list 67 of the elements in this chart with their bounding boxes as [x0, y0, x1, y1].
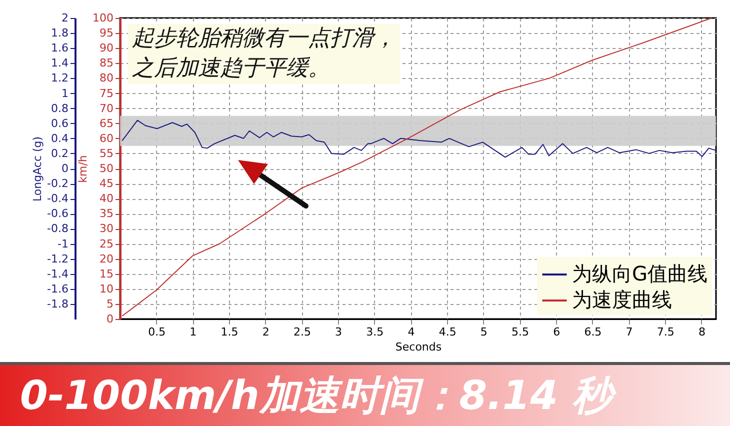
y-tick-label: 1 — [62, 86, 68, 100]
y-tick-label: 0.6 — [51, 116, 68, 130]
y-tick-label: -1 — [58, 237, 68, 250]
y2-tick-label: 35 — [100, 207, 114, 220]
legend-label: 为纵向G值曲线 — [572, 262, 708, 286]
y2-tick-label: 50 — [100, 162, 114, 175]
y2-tick-label: 10 — [100, 282, 114, 296]
y-tick-label: 1.2 — [51, 72, 68, 85]
x-tick-label: 2 — [262, 326, 270, 338]
y-tick-label: -1.2 — [47, 252, 68, 266]
x-tick-label: 5.5 — [512, 326, 530, 338]
y2-tick-label: 70 — [100, 102, 114, 115]
y-tick-label: -0.2 — [47, 177, 68, 190]
x-tick-label: 4.5 — [438, 326, 456, 338]
y-tick-label: 1.4 — [51, 56, 68, 70]
y2-tick-label: 80 — [100, 72, 114, 85]
x-tick-label: 0.5 — [148, 326, 166, 338]
legend-label: 为速度曲线 — [572, 288, 672, 312]
x-tick-label: 5 — [480, 326, 488, 338]
y-tick-label: 0 — [62, 162, 68, 175]
y-tick-label: 0.4 — [51, 132, 68, 145]
x-tick-label: 3 — [335, 326, 342, 338]
y-tick-label: -0.4 — [47, 192, 68, 206]
y-tick-label: 0.2 — [51, 146, 68, 160]
y2-tick-label: 15 — [100, 267, 114, 280]
y2-axis-title: km/h — [76, 155, 90, 183]
x-tick-label: 2.5 — [293, 326, 311, 338]
y-axis-title: LongAcc (g) — [31, 136, 44, 202]
x-axis-title: Seconds — [395, 340, 442, 354]
y-tick-label: 1.8 — [51, 26, 68, 40]
y-tick-label: -1.4 — [47, 267, 68, 280]
x-tick-label: 6.5 — [584, 326, 602, 338]
x-tick-label: 1 — [190, 326, 197, 338]
line-series — [122, 18, 712, 316]
y2-tick-label: 85 — [100, 56, 114, 70]
y2-tick-label: 0 — [106, 312, 114, 326]
text: 0-100km/h加速时间：8.14 秒 — [0, 362, 730, 426]
y2-tick-label: 100 — [92, 12, 114, 24]
y2-tick-label: 55 — [100, 146, 114, 160]
line-series — [122, 120, 716, 158]
y-tick-label: 2 — [62, 12, 68, 24]
y-tick-label: -0.8 — [47, 222, 68, 236]
x-tick-label: 6 — [553, 326, 560, 338]
y2-tick-label: 65 — [100, 116, 114, 130]
y2-tick-label: 95 — [100, 26, 114, 40]
annotation: 起步轮胎稍微有一点打滑， — [132, 25, 396, 53]
y-tick-label: -0.6 — [47, 207, 68, 220]
y2-tick-label: 5 — [106, 297, 114, 310]
y-tick-label: 0.8 — [51, 102, 68, 115]
y2-tick-label: 90 — [100, 42, 114, 55]
y2-tick-label: 45 — [100, 177, 114, 190]
x-tick-label: 1.5 — [220, 326, 238, 338]
y-tick-label: 1.6 — [51, 42, 68, 55]
y2-tick-label: 40 — [100, 192, 114, 206]
y2-tick-label: 60 — [100, 132, 114, 145]
annotation: 之后加速趋于平缓。 — [132, 55, 331, 83]
x-tick-label: 4 — [408, 326, 415, 338]
x-tick-label: 7.5 — [656, 326, 674, 338]
y2-tick-label: 30 — [100, 222, 114, 236]
y-tick-label: -1.6 — [47, 282, 68, 296]
y2-tick-label: 75 — [100, 86, 114, 100]
y2-tick-label: 20 — [100, 252, 114, 266]
y-tick-label: -1.8 — [47, 297, 68, 310]
x-tick-label: 3.5 — [366, 326, 384, 338]
x-tick-label: 7 — [626, 326, 633, 338]
x-tick-label: 8 — [698, 326, 706, 338]
y2-tick-label: 25 — [100, 237, 114, 250]
